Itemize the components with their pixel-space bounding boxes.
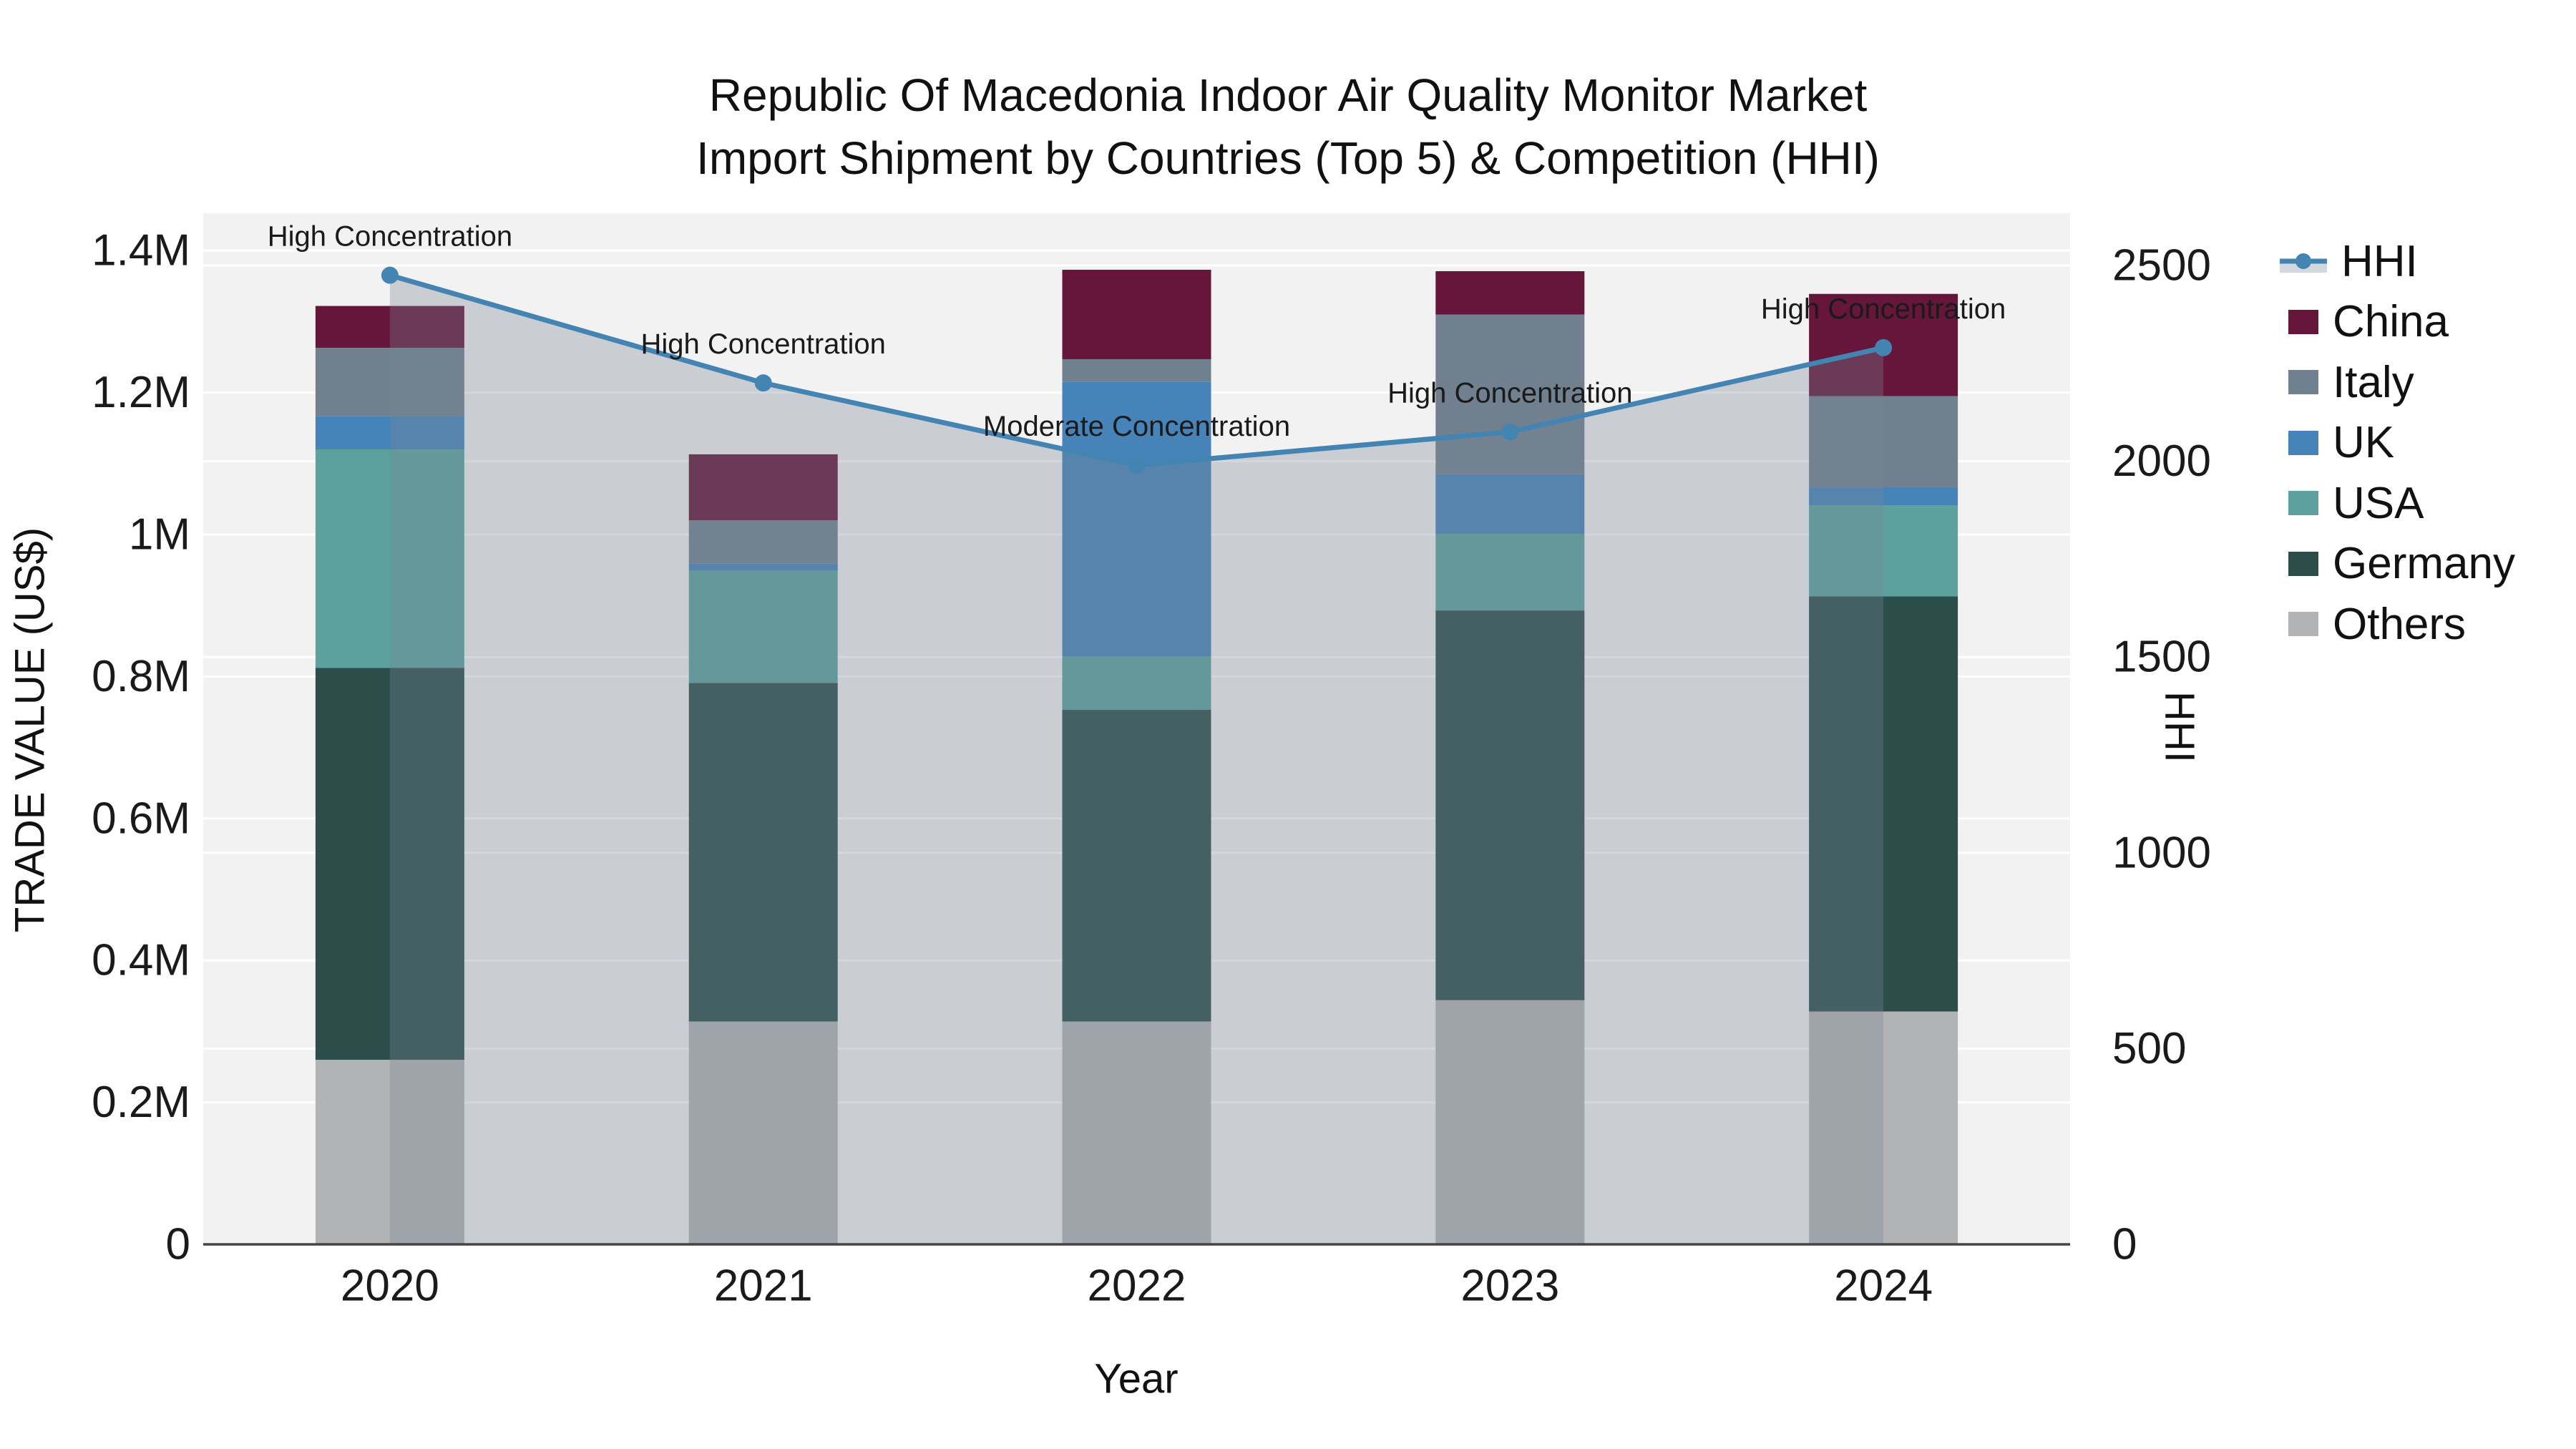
bar-segment-others-2021[interactable]	[688, 1021, 838, 1244]
bar-segment-uk-2023[interactable]	[1435, 474, 1585, 535]
legend-label: Germany	[2333, 539, 2515, 588]
y-right-tick-label-500: 500	[2112, 1024, 2186, 1073]
china-swatch-icon	[2288, 309, 2318, 334]
bar-segment-italy-2022[interactable]	[1062, 358, 1211, 382]
annotation-2020: High Concentration	[268, 221, 512, 253]
bar-segment-italy-2024[interactable]	[1809, 396, 1958, 487]
bar-segment-others-2023[interactable]	[1435, 1000, 1585, 1244]
x-tick-label-2021: 2021	[714, 1262, 813, 1311]
x-axis-title: Year	[1094, 1355, 1179, 1402]
legend-item-usa[interactable]: USA	[2280, 478, 2424, 528]
bar-segment-usa-2021[interactable]	[688, 570, 838, 683]
x-tick-label-2022: 2022	[1088, 1262, 1186, 1311]
y-left-tick-label-1.2M: 1.2M	[92, 368, 190, 417]
y-left-tick-label-0.4M: 0.4M	[92, 936, 190, 985]
bar-segment-usa-2024[interactable]	[1809, 505, 1958, 597]
legend-item-others[interactable]: Others	[2280, 599, 2467, 649]
bar-segment-others-2024[interactable]	[1809, 1011, 1958, 1244]
legend-hhi-line-sample	[2280, 253, 2327, 273]
annotation-2021: High Concentration	[640, 328, 885, 360]
bar-segment-others-2020[interactable]	[315, 1060, 464, 1244]
legend-item-germany[interactable]: Germany	[2280, 539, 2515, 588]
bar-segment-usa-2022[interactable]	[1062, 656, 1211, 711]
x-tick-label-2020: 2020	[341, 1262, 439, 1311]
annotation-2023: High Concentration	[1387, 378, 1632, 409]
germany-swatch-icon	[2288, 551, 2318, 576]
bar-segment-china-2023[interactable]	[1435, 270, 1585, 315]
y-left-axis-title: TRADE VALUE (US$)	[6, 527, 54, 933]
bar-segment-uk-2022[interactable]	[1062, 381, 1211, 657]
hhi-area-fill	[389, 275, 1884, 1245]
hhi-marker-2024[interactable]	[1875, 338, 1893, 356]
bar-segment-usa-2023[interactable]	[1435, 534, 1585, 611]
x-tick-label-2023: 2023	[1460, 1262, 1559, 1311]
hhi-marker-2023[interactable]	[1501, 423, 1519, 441]
y-right-tick-label-2500: 2500	[2112, 241, 2211, 291]
bar-segment-uk-2021[interactable]	[688, 563, 838, 571]
usa-swatch-icon	[2288, 491, 2318, 515]
legend-item-uk[interactable]: UK	[2280, 418, 2395, 467]
uk-swatch-icon	[2288, 430, 2318, 455]
italy-swatch-icon	[2288, 370, 2318, 394]
bar-segment-uk-2020[interactable]	[315, 416, 464, 449]
legend-label: Italy	[2333, 357, 2414, 407]
chart-title-line1: Republic Of Macedonia Indoor Air Quality…	[708, 69, 1868, 121]
hhi-marker-2020[interactable]	[381, 266, 399, 284]
x-tick-label-2024: 2024	[1834, 1262, 1933, 1311]
bar-segment-italy-2020[interactable]	[315, 348, 464, 416]
bar-segment-italy-2021[interactable]	[688, 520, 838, 564]
y-left-tick-label-1.4M: 1.4M	[92, 226, 190, 275]
y-right-axis-title: HHI	[2156, 691, 2203, 763]
y-right-tick-label-2000: 2000	[2112, 436, 2211, 486]
annotation-2022: Moderate Concentration	[983, 411, 1290, 442]
y-right-tick-label-0: 0	[2112, 1220, 2137, 1269]
bar-segment-uk-2024[interactable]	[1809, 487, 1958, 506]
bar-segment-germany-2020[interactable]	[315, 668, 464, 1060]
bar-segment-germany-2023[interactable]	[1435, 610, 1585, 1000]
bar-segment-others-2022[interactable]	[1062, 1021, 1211, 1244]
bar-segment-italy-2023[interactable]	[1435, 314, 1585, 474]
legend: HHI China Italy UK USA Germany Others	[2280, 0, 2576, 1449]
y-right-tick-label-1000: 1000	[2112, 828, 2211, 877]
y-right-tick-label-1500: 1500	[2112, 633, 2211, 682]
bar-segment-germany-2024[interactable]	[1809, 596, 1958, 1012]
others-swatch-icon	[2288, 612, 2318, 636]
bar-segment-germany-2022[interactable]	[1062, 710, 1211, 1022]
bar-segment-china-2021[interactable]	[688, 454, 838, 521]
bar-segment-usa-2020[interactable]	[315, 449, 464, 668]
y-left-tick-label-0.8M: 0.8M	[92, 652, 190, 701]
y-left-tick-label-0: 0	[166, 1220, 190, 1269]
legend-label: Others	[2333, 599, 2467, 649]
y-left-tick-label-0.6M: 0.6M	[92, 794, 190, 843]
chart-title-line2: Import Shipment by Countries (Top 5) & C…	[696, 132, 1880, 184]
hhi-marker-2022[interactable]	[1128, 457, 1146, 474]
legend-item-hhi[interactable]: HHI	[2280, 236, 2418, 286]
hhi-marker-2021[interactable]	[754, 374, 772, 392]
legend-item-china[interactable]: China	[2280, 297, 2449, 346]
legend-label: USA	[2333, 478, 2424, 528]
legend-item-italy[interactable]: Italy	[2280, 357, 2414, 407]
legend-label: China	[2333, 297, 2449, 346]
bar-segment-germany-2021[interactable]	[688, 683, 838, 1022]
legend-label: UK	[2333, 418, 2395, 467]
y-left-tick-label-0.2M: 0.2M	[92, 1078, 190, 1127]
y-left-tick-label-1M: 1M	[129, 510, 190, 560]
annotation-2024: High Concentration	[1761, 293, 2006, 325]
bar-segment-china-2020[interactable]	[315, 306, 464, 348]
legend-label: HHI	[2341, 236, 2418, 286]
bar-segment-china-2022[interactable]	[1062, 269, 1211, 359]
